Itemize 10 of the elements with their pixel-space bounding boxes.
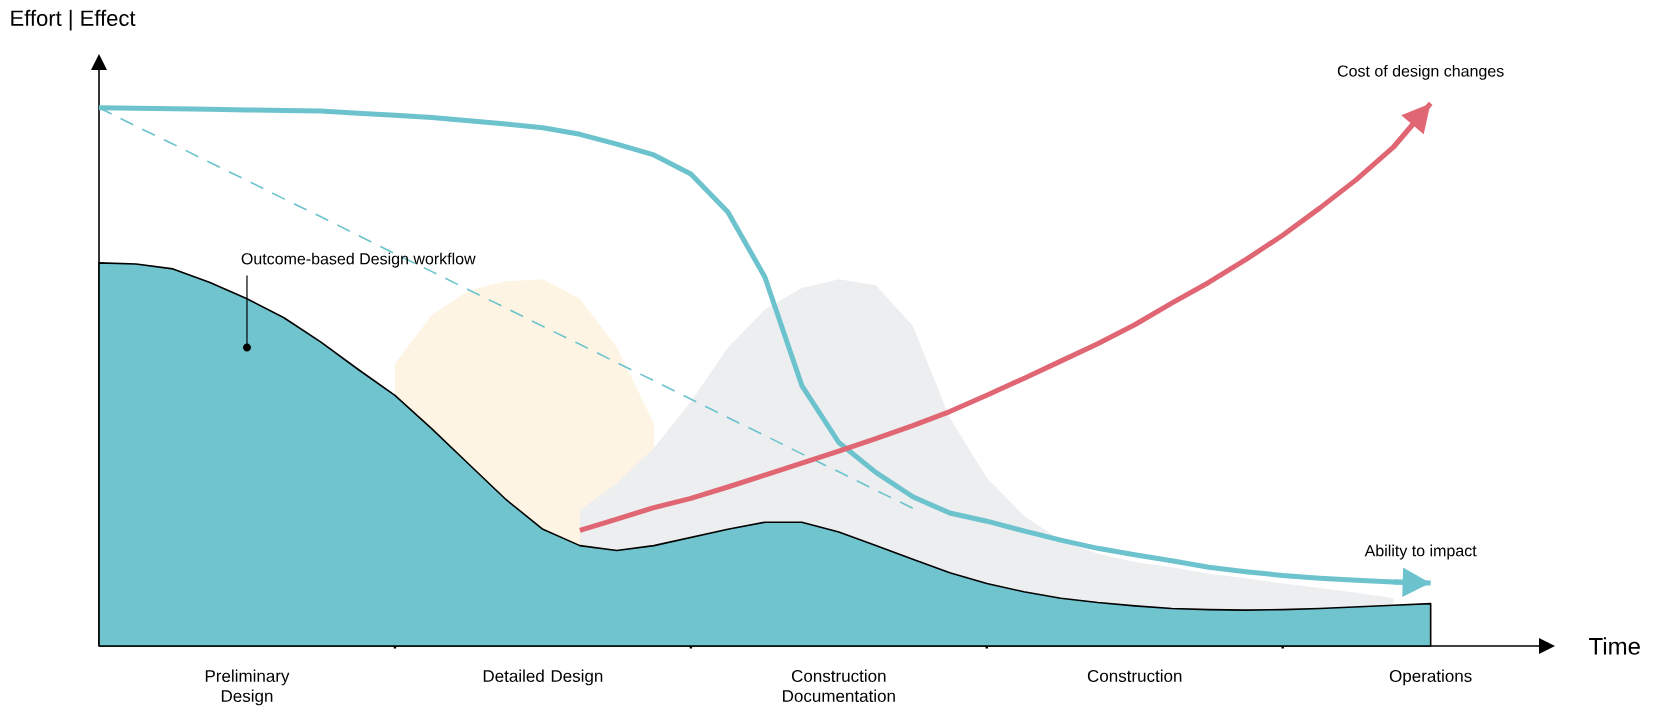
x-tick-label: Operations xyxy=(1389,669,1472,686)
text: Cost of design changes xyxy=(1337,64,1504,80)
series-label: Ability to impact xyxy=(1364,544,1477,560)
y-axis-title: Effort | Effect xyxy=(11,9,136,31)
x-axis-title: Time xyxy=(1589,637,1640,655)
annotation: Outcome-based Design workflow xyxy=(241,252,476,268)
x-tick-label: Preliminary Design xyxy=(205,669,290,706)
x-tick-label: Construction xyxy=(1087,669,1182,683)
x-tick-label: Construction Documentation xyxy=(783,669,895,703)
x-tick-label: Detailed Design xyxy=(483,669,603,686)
